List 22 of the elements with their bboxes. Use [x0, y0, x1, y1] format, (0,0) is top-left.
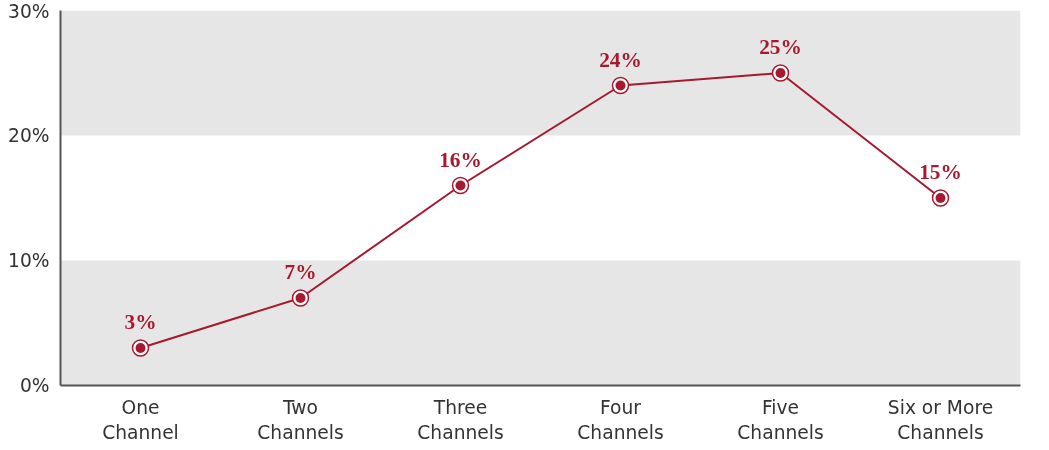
y-tick-label: 30% [8, 0, 50, 22]
x-tick-label: Three Channels [417, 396, 504, 443]
data-label: 24% [599, 47, 642, 72]
y-tick-label: 10% [8, 250, 50, 271]
point [451, 176, 470, 195]
point [611, 76, 630, 95]
point [131, 339, 150, 357]
data-label: 25% [759, 35, 802, 59]
data-label: 3% [124, 310, 157, 334]
x-tick-label: One Channel [102, 396, 179, 443]
y-tick-label: 0% [19, 375, 50, 396]
x-tick-label: Two Channels [257, 396, 344, 443]
y-tick-label: 20% [8, 125, 50, 146]
x-tick-label: Six or More Channels [887, 396, 994, 443]
x-tick-label: Five Channels [737, 396, 824, 443]
point [291, 289, 310, 307]
point [771, 64, 790, 82]
point [931, 189, 950, 207]
x-tick-label: Four Channels [577, 396, 664, 443]
data-label: 16% [439, 147, 482, 172]
data-label: 7% [284, 260, 317, 284]
data-label: 15% [919, 160, 962, 184]
